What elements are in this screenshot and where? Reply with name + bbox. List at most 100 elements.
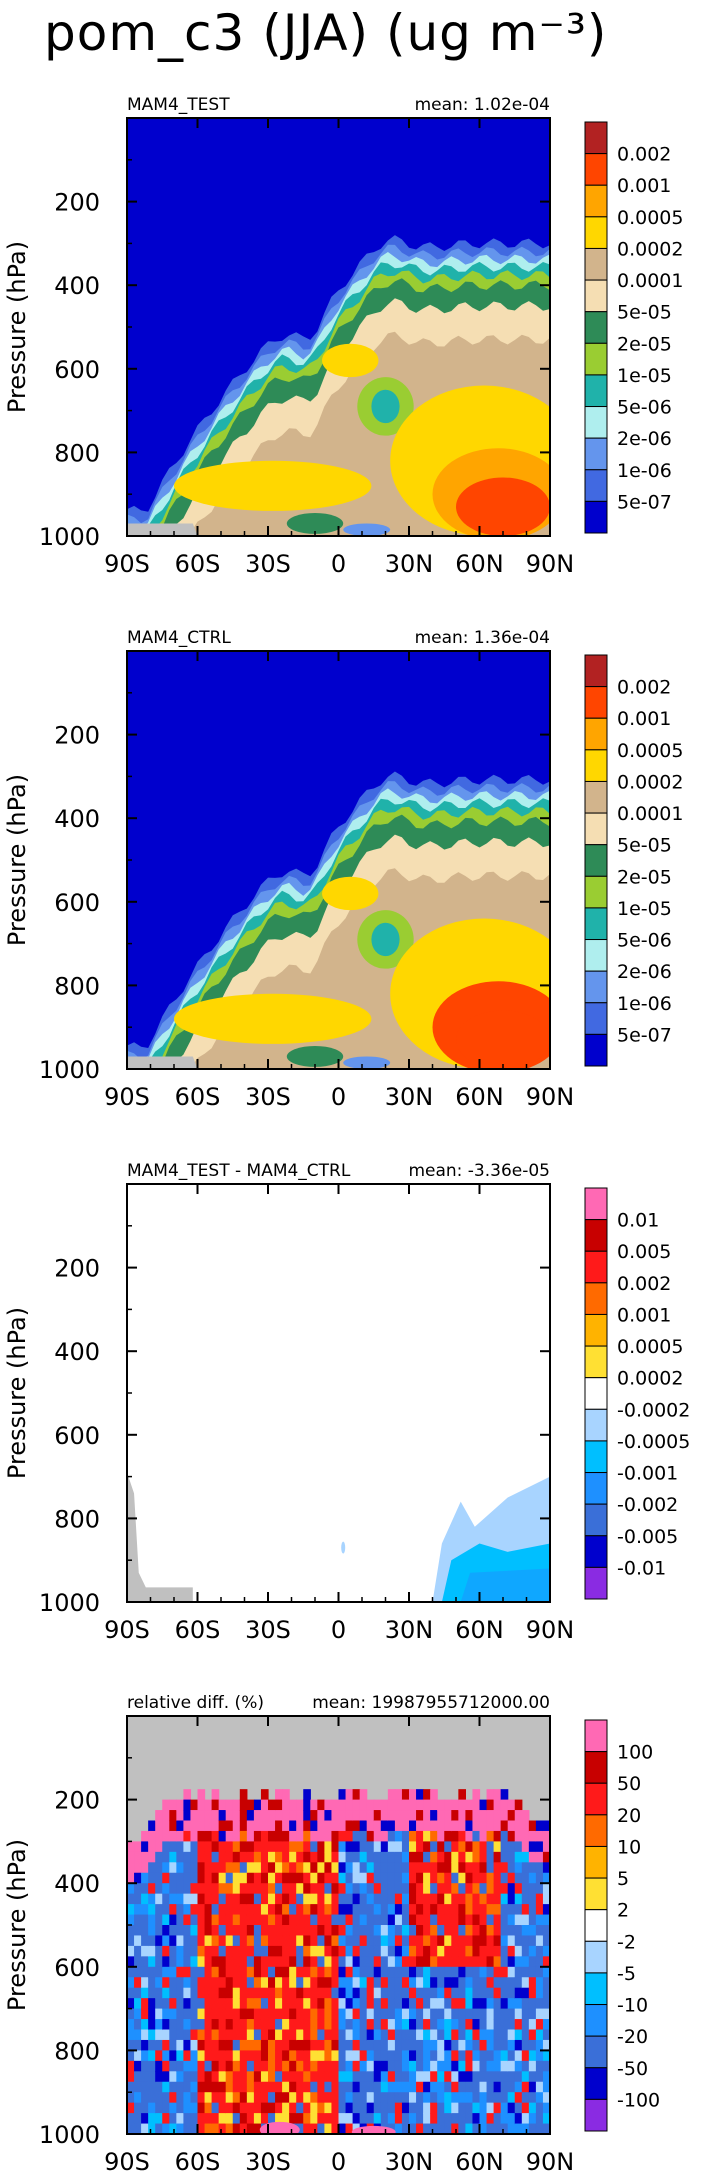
contour-cell (387, 2092, 396, 2104)
contour-cell (303, 2039, 311, 2051)
contour-cell (134, 1841, 142, 1853)
contour-cell (246, 2039, 255, 2051)
contour-cell (352, 2071, 361, 2083)
colorbar-label: 1e-06 (617, 993, 672, 1015)
contour-cell (253, 1925, 262, 1937)
contour-cell (303, 1810, 311, 1822)
panel-mean-label: mean: 1.36e-04 (415, 628, 550, 648)
contour-cell (437, 1914, 445, 1926)
contour-cell (148, 1893, 156, 1905)
contour-cell (387, 1830, 396, 1842)
contour-cell (394, 1799, 403, 1811)
contour-cell (183, 1872, 192, 1884)
contour-cell (260, 2050, 269, 2062)
contour-cell (507, 1851, 516, 1863)
contour-cell (338, 1789, 347, 1801)
contour-cell (183, 1799, 192, 1811)
contour-cell (387, 1851, 396, 1863)
contour-cell (169, 2092, 177, 2104)
colorbar-box (584, 1814, 608, 1847)
contour-cell (260, 2060, 269, 2072)
contour-cell (204, 1935, 213, 1947)
contour-cell (134, 1904, 142, 1916)
contour-cell (387, 1799, 396, 1811)
contour-cell (148, 1820, 156, 1832)
contour-cell (190, 1956, 199, 1968)
contour-cell (345, 2060, 354, 2072)
colorbar-box (584, 1566, 608, 1600)
contour-cell (528, 2123, 537, 2134)
contour-cell (507, 1956, 516, 1968)
contour-cell (409, 1987, 417, 1999)
contour-cell (458, 1830, 466, 1842)
x-tick-label: 30S (245, 2148, 291, 2175)
contour-cell (134, 1862, 142, 1874)
contour-cell (218, 1872, 227, 1884)
contour-cell (451, 2039, 459, 2051)
contour-cell (430, 1904, 438, 1916)
contour-cell (444, 1862, 452, 1874)
contour-cell (409, 2092, 417, 2104)
contour-cell (232, 1851, 241, 1863)
contour-cell (197, 1862, 206, 1874)
contour-cell (218, 1977, 227, 1989)
contour-cell (387, 1810, 396, 1822)
contour-cell (409, 2123, 417, 2134)
contour-cell (296, 2050, 304, 2062)
contour-cell (521, 1810, 530, 1822)
contour-cell (338, 1925, 347, 1937)
contour-cell (204, 2092, 213, 2104)
contour-cell (528, 1862, 537, 1874)
y-axis-label: Pressure (hPa) (3, 1839, 31, 2011)
contour-cell (275, 2039, 283, 2051)
contour-cell (296, 1893, 304, 1905)
contour-cell (310, 1904, 318, 1916)
contour-cell (528, 2071, 537, 2083)
contour-cell (148, 1904, 156, 1916)
colorbar-box (584, 780, 608, 814)
contour-cell (324, 1893, 333, 1905)
contour-cell (162, 2071, 170, 2083)
contour-cell (268, 2102, 276, 2114)
colorbar-label: -0.001 (617, 1463, 678, 1485)
contour-cell (268, 2113, 276, 2125)
contour-cell (345, 1977, 354, 1989)
contour-cell (437, 2102, 445, 2114)
contour-cell (514, 1914, 523, 1926)
contour-cell (345, 1851, 354, 1863)
colorbar-box (584, 654, 608, 688)
contour-cell (197, 1945, 206, 1957)
contour-cell (444, 1851, 452, 1863)
contour-cell (507, 1862, 516, 1874)
contour-cell (246, 1935, 255, 1947)
contour-cell (127, 2050, 135, 2062)
contour-cell (268, 2008, 276, 2020)
contour-cell (310, 1799, 318, 1811)
contour-cell (246, 1998, 255, 2010)
contour-cell (183, 1883, 192, 1895)
contour-cell (437, 1810, 445, 1822)
contour-cell (289, 2081, 297, 2093)
contour-cell (444, 2060, 452, 2072)
y-axis-label: Pressure (hPa) (3, 774, 31, 946)
contour-cell (535, 2029, 544, 2041)
contour-cell (176, 1883, 184, 1895)
contour-cell (162, 1799, 170, 1811)
contour-cell (324, 1820, 333, 1832)
colorbar-box (584, 1440, 608, 1474)
contour-cell (338, 1893, 347, 1905)
colorbar-label: 5 (617, 1868, 629, 1890)
contour-cell (437, 1998, 445, 2010)
contour-cell (472, 1925, 481, 1937)
contour-cell (303, 2102, 311, 2114)
contour-cell (282, 1830, 290, 1842)
contour-cell (437, 1851, 445, 1863)
contour-cell (451, 2071, 459, 2083)
contour-cell (500, 2071, 509, 2083)
contour-cell (430, 1851, 438, 1863)
contour-cell (134, 1914, 142, 1926)
contour-cell (486, 1904, 495, 1916)
contour-cell (416, 1883, 424, 1895)
contour-cell (169, 1998, 177, 2010)
contour-cell (458, 2113, 466, 2125)
